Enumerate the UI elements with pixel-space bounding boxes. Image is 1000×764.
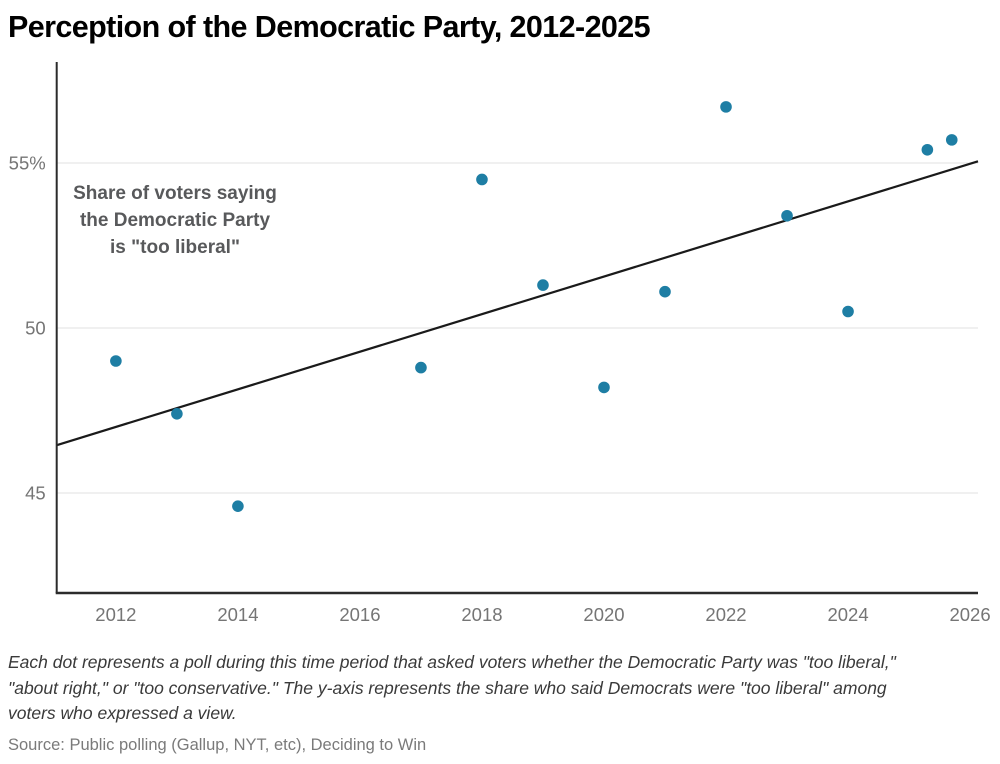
data-point [921, 143, 934, 156]
data-point [781, 209, 793, 222]
chart-annotation: Share of voters saying the Democratic Pa… [73, 183, 277, 258]
x-tick-label: 2026 [949, 604, 990, 625]
x-tick-label: 2016 [339, 604, 380, 625]
data-point [232, 500, 244, 513]
data-point [659, 285, 671, 298]
x-tick-label: 2022 [705, 604, 746, 625]
x-tick-label: 2012 [95, 604, 136, 625]
data-point [171, 407, 183, 420]
x-tick-label: 2018 [461, 604, 502, 625]
scatter-chart: 45 50 55% 2012 2014 2016 2018 2020 2022 2024 2026 [9, 62, 991, 625]
data-point [598, 381, 610, 394]
data-point [720, 101, 732, 113]
chart-source: Source: Public polling (Gallup, NYT, etc… [8, 736, 427, 754]
y-tick-label: 45 [25, 483, 46, 504]
y-tick-label: 50 [25, 317, 46, 338]
data-point [110, 355, 122, 367]
x-tick-label: 2024 [827, 604, 868, 625]
x-tick-label: 2014 [217, 604, 258, 625]
y-tick-label: 55% [9, 152, 46, 173]
data-point [415, 361, 427, 374]
chart-footnote: Each dot represents a poll during this t… [8, 652, 896, 723]
data-point [842, 305, 854, 318]
x-tick-label: 2020 [583, 604, 624, 625]
data-point [537, 279, 549, 291]
trend-line [56, 160, 979, 447]
page-title: Perception of the Democratic Party, 2012… [8, 10, 651, 44]
data-point [476, 173, 488, 186]
data-point [945, 134, 958, 146]
